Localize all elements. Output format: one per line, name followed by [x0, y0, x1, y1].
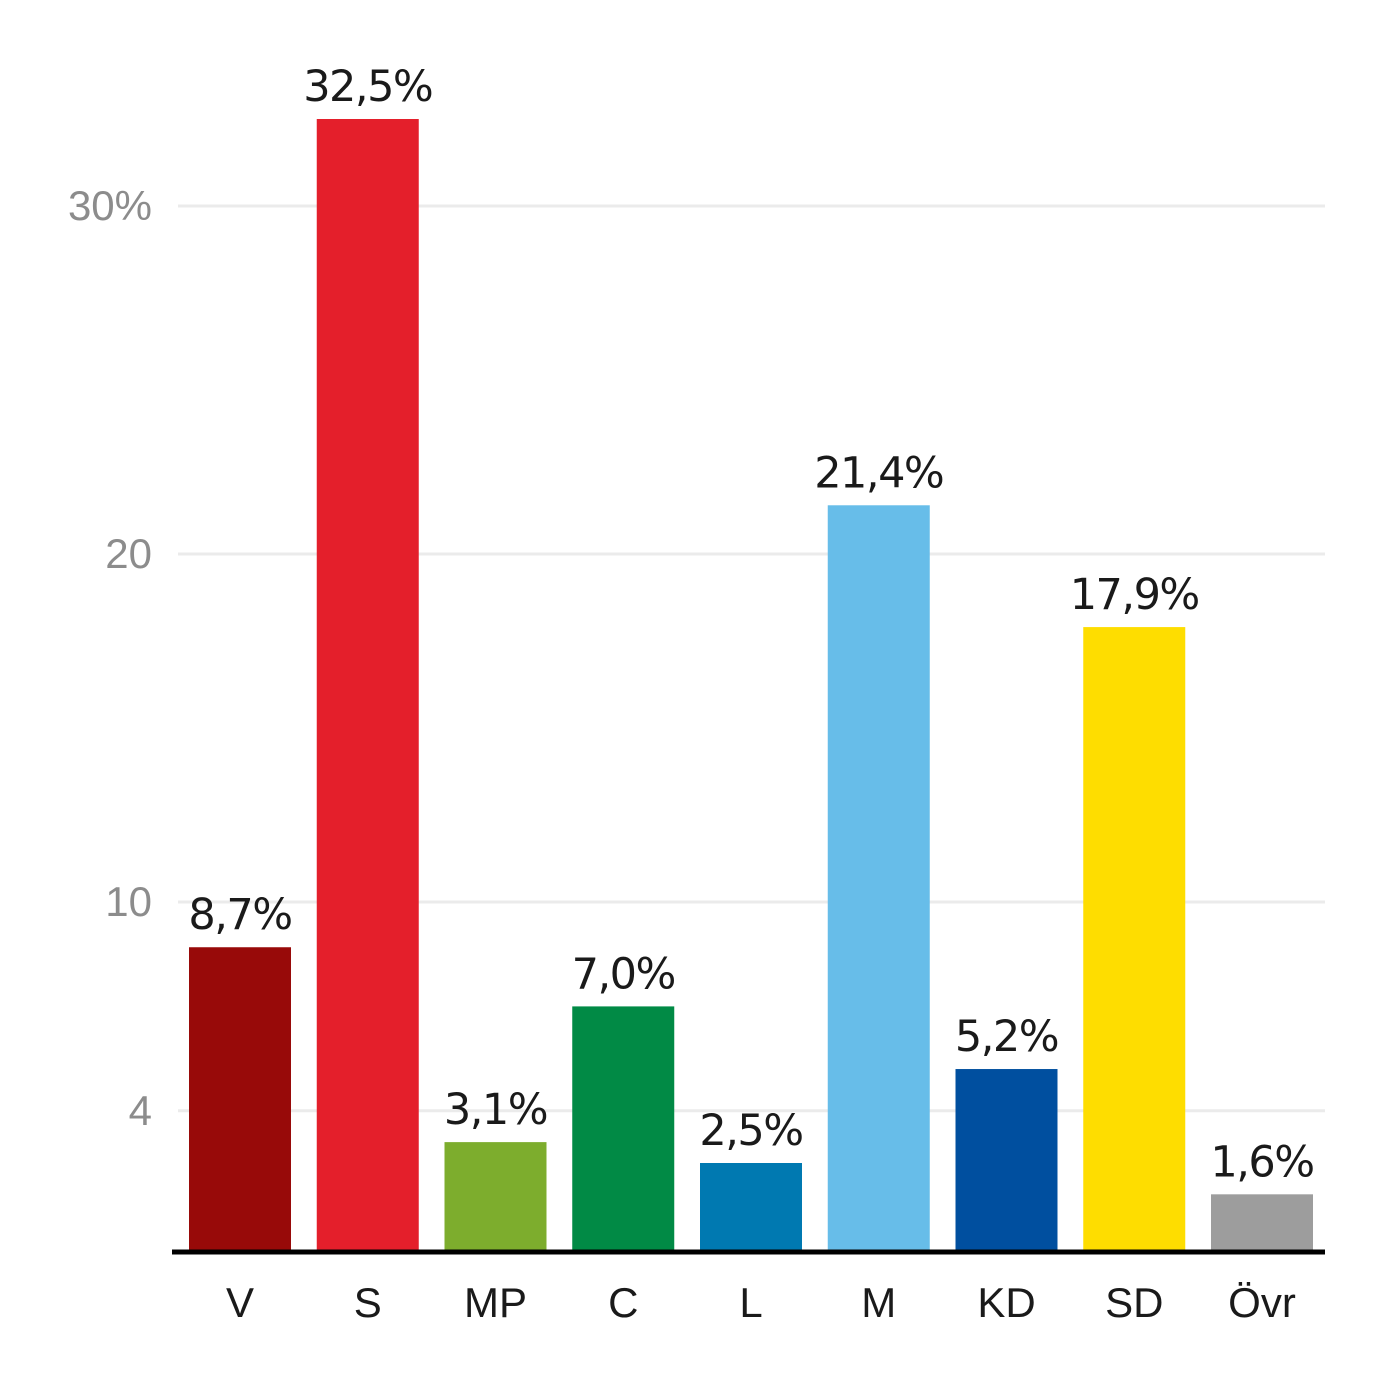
- value-label: 2,5%: [699, 1106, 802, 1156]
- x-axis-labels: V S MP C L M KD SD Övr: [226, 1279, 1296, 1326]
- value-label: 7,0%: [572, 949, 675, 999]
- value-label: 1,6%: [1210, 1137, 1313, 1187]
- value-label: 32,5%: [303, 62, 432, 112]
- bars: [189, 119, 1313, 1250]
- x-tick-label: KD: [977, 1279, 1035, 1326]
- x-tick-label: M: [861, 1279, 896, 1326]
- y-tick-label: 20: [105, 530, 152, 577]
- value-label: 3,1%: [444, 1085, 547, 1135]
- x-tick-label: Övr: [1228, 1279, 1296, 1326]
- bar-c: [572, 1006, 675, 1250]
- x-tick-label: MP: [464, 1279, 527, 1326]
- bar-kd: [955, 1069, 1058, 1250]
- y-tick-label: 10: [105, 878, 152, 925]
- x-tick-label: SD: [1105, 1279, 1163, 1326]
- y-axis-ticks: 4 10 20 30%: [68, 182, 152, 1134]
- value-label: 5,2%: [955, 1012, 1058, 1062]
- x-tick-label: L: [739, 1279, 762, 1326]
- bar-övr: [1211, 1194, 1313, 1250]
- x-tick-label: C: [608, 1279, 638, 1326]
- value-labels: 8,7% 32,5% 3,1% 7,0% 2,5% 21,4% 5,2% 17,9% 1,6%: [188, 62, 1315, 1187]
- bar-mp: [444, 1142, 547, 1250]
- bar-s: [316, 119, 419, 1250]
- x-tick-label: V: [226, 1279, 254, 1326]
- value-label: 8,7%: [188, 890, 291, 940]
- bar-sd: [1083, 627, 1186, 1250]
- x-tick-label: S: [354, 1279, 382, 1326]
- bar-v: [189, 947, 291, 1250]
- y-tick-label: 30%: [68, 182, 152, 229]
- value-label: 21,4%: [814, 448, 943, 498]
- bar-l: [700, 1163, 802, 1250]
- value-label: 17,9%: [1070, 570, 1199, 620]
- bar-m: [827, 505, 930, 1250]
- y-tick-label: 4: [129, 1087, 152, 1134]
